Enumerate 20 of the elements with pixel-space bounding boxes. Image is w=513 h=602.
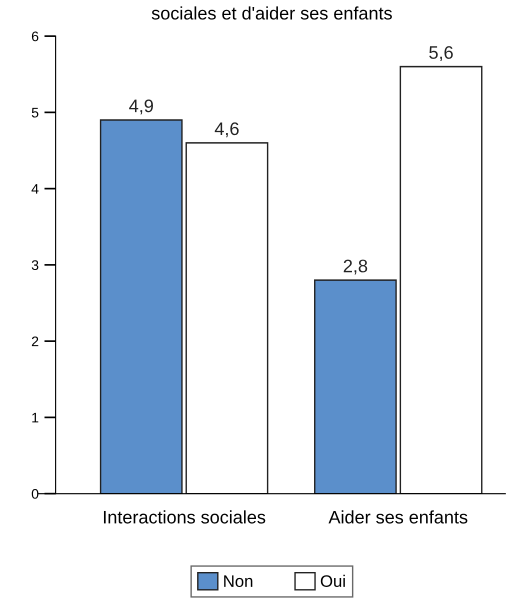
y-tick-label: 0 — [32, 488, 38, 499]
y-tick-label: 2 — [32, 336, 38, 346]
y-tick-label: 6 — [32, 31, 38, 42]
legend-label: Oui — [320, 574, 345, 588]
y-tick-label: 4 — [32, 184, 39, 194]
bar — [186, 142, 268, 494]
chart-title: sociales et d'aider ses enfants — [152, 6, 392, 20]
x-tick-label: Aider ses enfants — [328, 510, 468, 524]
bar — [400, 66, 482, 494]
y-tick-label: 5 — [32, 108, 38, 118]
x-tick-label: Interactions sociales — [104, 510, 266, 524]
y-tick-label: 3 — [32, 260, 38, 270]
bar — [100, 119, 183, 494]
data-label: 4,6 — [214, 122, 239, 138]
y-tick-label: 1 — [32, 412, 38, 422]
data-label: 4,9 — [129, 99, 153, 114]
bar — [314, 279, 397, 494]
legend-label: Non — [224, 575, 252, 588]
data-label: 2,8 — [344, 260, 368, 275]
data-label: 5,6 — [429, 46, 453, 62]
